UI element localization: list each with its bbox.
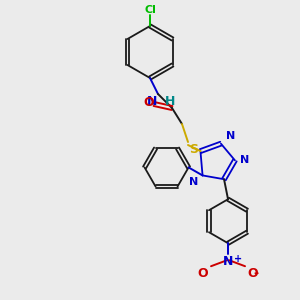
Text: H: H	[165, 95, 175, 108]
Text: N: N	[240, 155, 249, 165]
Text: N: N	[226, 130, 235, 141]
Text: O: O	[144, 97, 154, 110]
Text: O: O	[197, 267, 208, 280]
Text: Cl: Cl	[144, 5, 156, 15]
Text: N: N	[189, 177, 199, 188]
Text: N: N	[147, 95, 157, 108]
Text: S: S	[189, 143, 198, 156]
Text: N: N	[223, 255, 233, 268]
Text: O: O	[247, 267, 258, 280]
Text: -: -	[253, 267, 258, 280]
Text: +: +	[234, 254, 242, 264]
